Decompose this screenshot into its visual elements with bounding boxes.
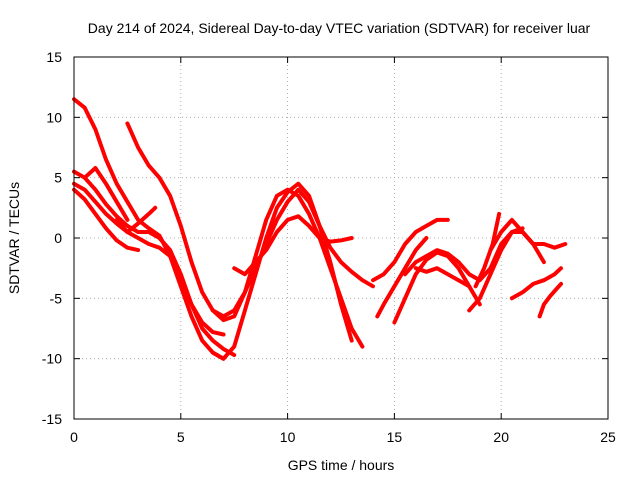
x-tick-label: 5 <box>177 429 185 445</box>
y-tick-label: 10 <box>46 109 62 125</box>
series-line-arc-15 <box>413 266 472 289</box>
x-tick-label: 25 <box>600 429 616 445</box>
series-line-arc-14 <box>403 226 525 283</box>
y-tick-label: 0 <box>54 230 62 246</box>
y-tick-label: -10 <box>42 351 62 367</box>
y-tick-label: 15 <box>46 49 62 65</box>
series-line-arc-9 <box>210 187 375 319</box>
y-tick-label: -15 <box>42 411 62 427</box>
series-line-arc-8 <box>210 181 354 361</box>
x-tick-label: 20 <box>493 429 509 445</box>
series-line-arc-3 <box>72 181 226 337</box>
grid <box>74 57 608 419</box>
series-line-arc-13 <box>392 250 482 325</box>
series-line-arc-2 <box>72 169 237 357</box>
series-line-arc-11 <box>375 236 429 319</box>
y-axis-label: SDTVAR / TECUs <box>6 182 22 294</box>
series-line-arc-4 <box>72 187 141 253</box>
series-line-arc-10 <box>232 214 354 277</box>
axis-ticks: 0 5 10 15 20 25 -15 -10 -5 0 5 10 15 <box>42 49 616 445</box>
data-series <box>72 97 568 361</box>
chart-title: Day 214 of 2024, Sidereal Day-to-day VTE… <box>88 20 591 36</box>
series-line-arc-18 <box>488 217 568 253</box>
series-line-arc-20 <box>537 281 563 319</box>
x-tick-label: 10 <box>280 429 296 445</box>
x-tick-label: 0 <box>70 429 78 445</box>
series-line-arc-6 <box>114 205 158 234</box>
series-line-arc-19 <box>509 266 563 301</box>
x-tick-label: 15 <box>387 429 403 445</box>
series-line-arc-5 <box>82 166 130 222</box>
y-tick-label: 5 <box>54 170 62 186</box>
series-line-arc-12 <box>371 217 450 283</box>
series-line-arc-17 <box>473 211 502 289</box>
series-line-arc-1 <box>72 97 226 361</box>
x-axis-label: GPS time / hours <box>288 457 395 473</box>
y-tick-label: -5 <box>50 290 63 306</box>
